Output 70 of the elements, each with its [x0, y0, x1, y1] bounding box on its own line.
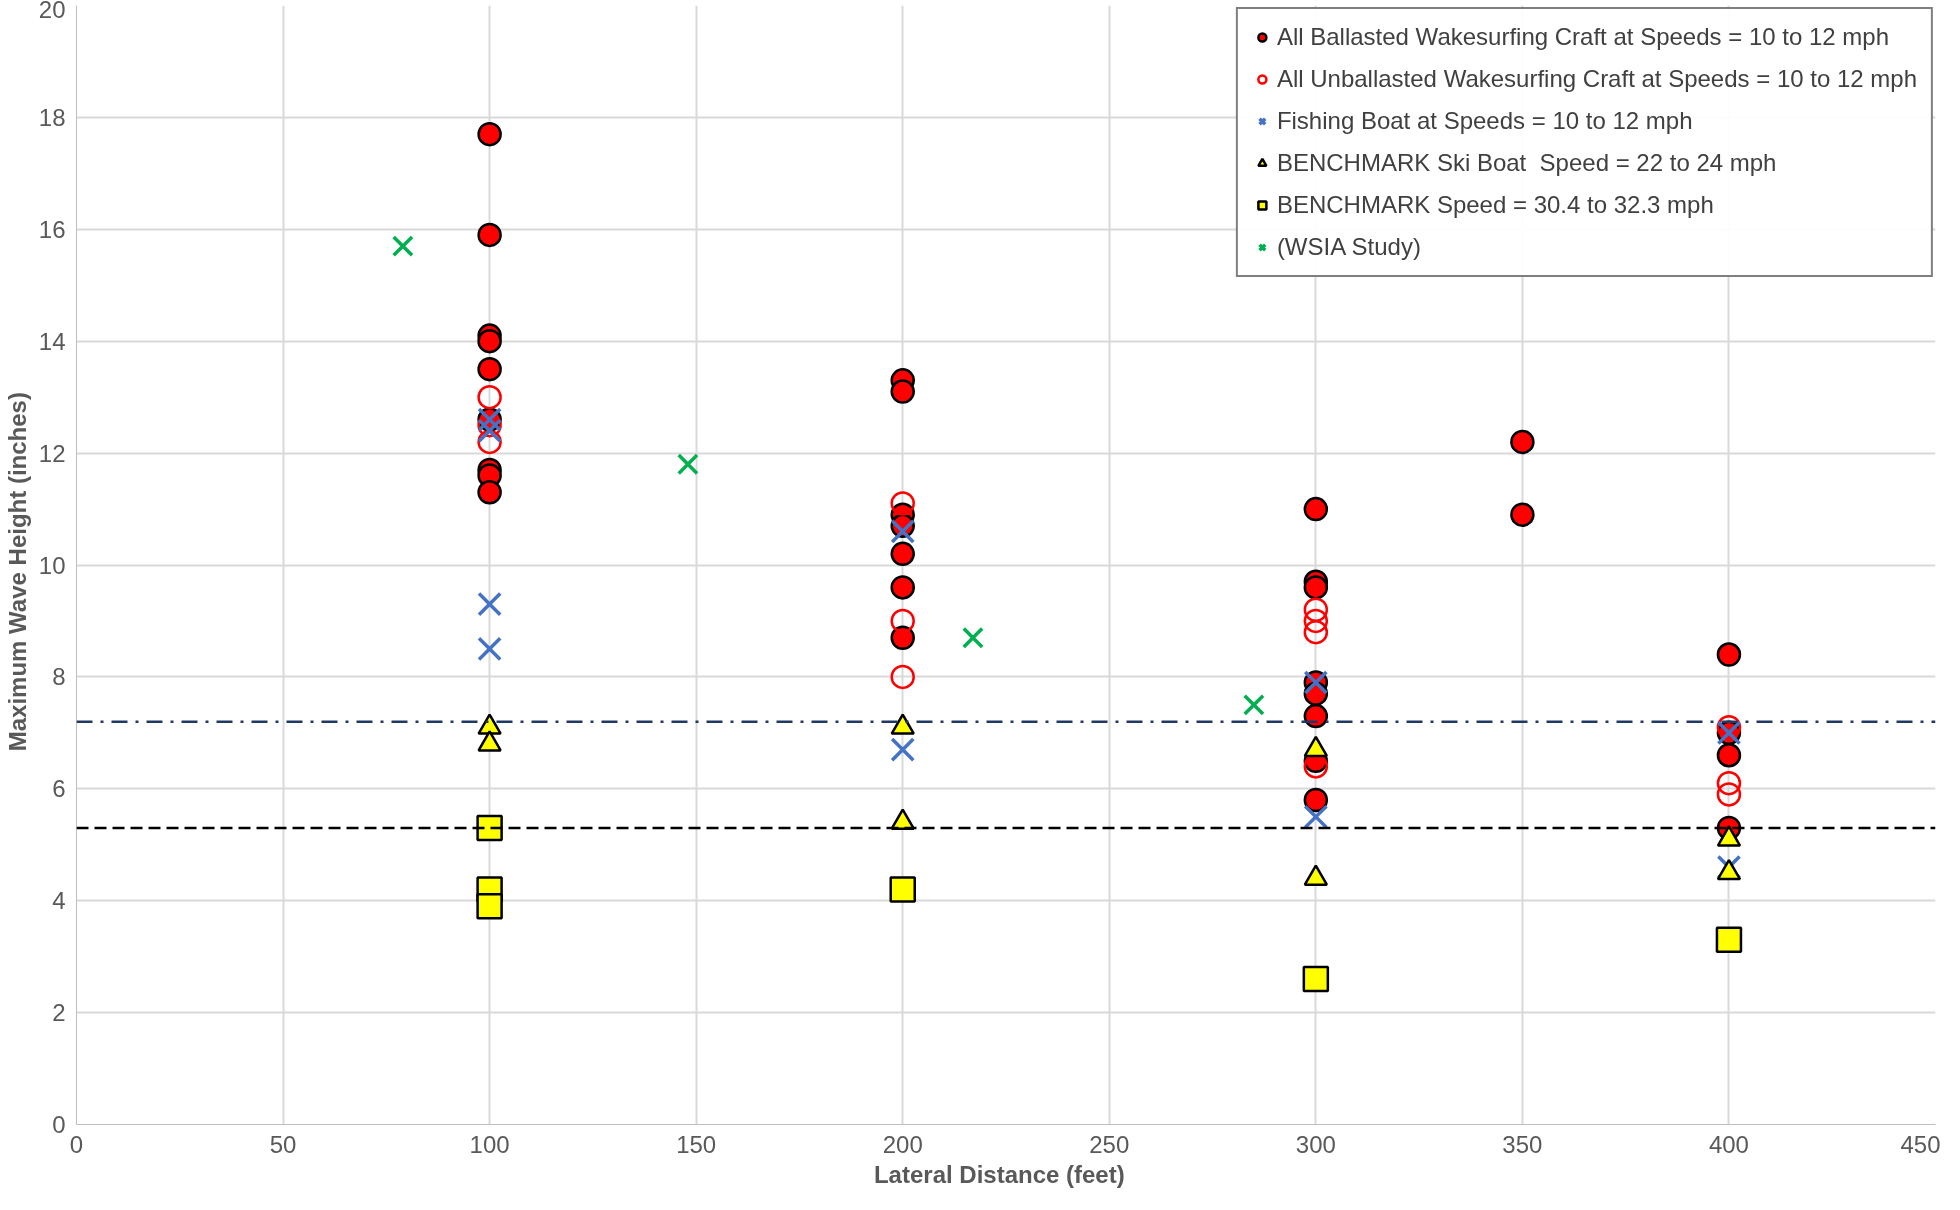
point: [890, 379, 915, 404]
legend-label: (WSIA Study): [1276, 233, 1421, 261]
point: [476, 814, 503, 842]
x-tick-label: 250: [1089, 1130, 1130, 1158]
y-tick-label: 12: [38, 439, 66, 467]
y-tick-label: 0: [52, 1111, 66, 1138]
point: [1303, 804, 1329, 830]
x-tick-label: 50: [269, 1130, 297, 1158]
point: [889, 876, 916, 903]
point: [676, 453, 699, 476]
point: [391, 235, 414, 258]
y-tick-label: 18: [38, 103, 66, 131]
point: [477, 121, 502, 147]
point: [1303, 608, 1329, 634]
point: [1716, 642, 1742, 667]
point: [890, 608, 915, 634]
point: [477, 356, 502, 382]
y-tick-label: 6: [52, 775, 66, 803]
point: [1303, 619, 1329, 645]
point: [962, 626, 984, 649]
point: [477, 636, 502, 662]
legend-label: All Unballasted Wakesurfing Craft at Speeds = 10 to 12 mph: [1276, 65, 1917, 93]
x-tick-label: 200: [882, 1130, 923, 1158]
point: [477, 384, 502, 410]
x-tick-label: 0: [69, 1130, 84, 1158]
point: [1242, 693, 1265, 716]
x-tick-label: 450: [1900, 1130, 1941, 1158]
point: [1716, 743, 1742, 768]
point: [1303, 575, 1329, 600]
point: [890, 625, 915, 650]
point: [1716, 782, 1742, 807]
x-tick-label: 400: [1708, 1130, 1749, 1158]
point: [477, 480, 502, 505]
point: [890, 664, 915, 690]
x-axis-title: Lateral Distance (feet): [873, 1160, 1125, 1188]
point: [1303, 597, 1329, 622]
point: [1302, 965, 1330, 993]
x-tick-label: 150: [676, 1130, 717, 1158]
y-axis-title: Maximum Wave Height (inches): [3, 392, 31, 752]
y-tick-label: 20: [38, 0, 66, 23]
legend-label: Fishing Boat at Speeds = 10 to 12 mph: [1276, 107, 1693, 135]
point: [1303, 703, 1329, 729]
x-tick-label: 100: [469, 1130, 510, 1158]
point: [1510, 502, 1535, 527]
point: [477, 591, 502, 617]
y-tick-label: 16: [38, 215, 66, 243]
legend-label: BENCHMARK Ski Boat Speed = 22 to 24 mph: [1276, 149, 1777, 177]
point: [890, 575, 915, 600]
point: [1303, 787, 1329, 813]
y-tick-label: 10: [38, 551, 66, 579]
legend-label: BENCHMARK Speed = 30.4 to 32.3 mph: [1276, 191, 1714, 219]
point: [1715, 926, 1743, 954]
y-tick-label: 2: [52, 999, 66, 1027]
point: [890, 541, 915, 567]
y-tick-label: 8: [52, 663, 66, 691]
point: [476, 893, 503, 920]
x-tick-label: 300: [1295, 1130, 1336, 1158]
point: [1510, 429, 1535, 455]
point: [477, 222, 502, 248]
y-tick-label: 4: [52, 887, 66, 915]
point: [890, 519, 916, 544]
legend-label: All Ballasted Wakesurfing Craft at Speeds = 10 to 12 mph: [1276, 23, 1889, 51]
point: [890, 737, 916, 762]
y-tick-label: 14: [38, 327, 66, 355]
point: [890, 491, 915, 516]
point: [1716, 770, 1742, 796]
point: [1303, 496, 1329, 522]
point: [477, 328, 502, 354]
point: [477, 418, 502, 444]
x-tick-label: 350: [1502, 1130, 1543, 1158]
